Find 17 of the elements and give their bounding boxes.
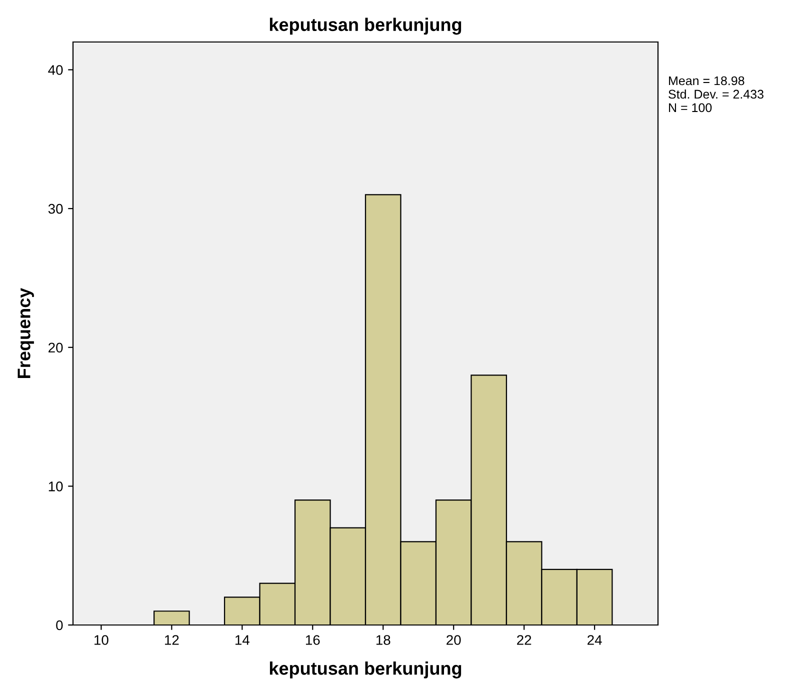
text: Mean = 18.98 Std. Dev. = 2.433 N = 100 bbox=[668, 76, 764, 112]
chart-title: keputusan berkunjung bbox=[270, 18, 462, 35]
y-tick-label: 20 bbox=[48, 342, 63, 353]
y-tick-label: 10 bbox=[48, 482, 63, 492]
x-axis-title: keputusan berkunjung bbox=[270, 662, 462, 678]
x-tick-label: 24 bbox=[588, 635, 602, 645]
y-axis-title: Frequency bbox=[18, 288, 34, 378]
y-tick-label: 40 bbox=[48, 65, 63, 75]
x-tick-label: 18 bbox=[376, 635, 390, 645]
x-tick-label: 12 bbox=[165, 635, 179, 645]
x-tick-label: 14 bbox=[235, 635, 250, 645]
x-tick-label: 10 bbox=[94, 635, 108, 645]
x-tick-label: 22 bbox=[517, 635, 532, 645]
y-tick-label: 30 bbox=[48, 204, 63, 214]
x-tick-label: 16 bbox=[306, 635, 320, 645]
x-tick-label: 20 bbox=[446, 635, 461, 645]
y-tick-label: 0 bbox=[56, 620, 63, 630]
